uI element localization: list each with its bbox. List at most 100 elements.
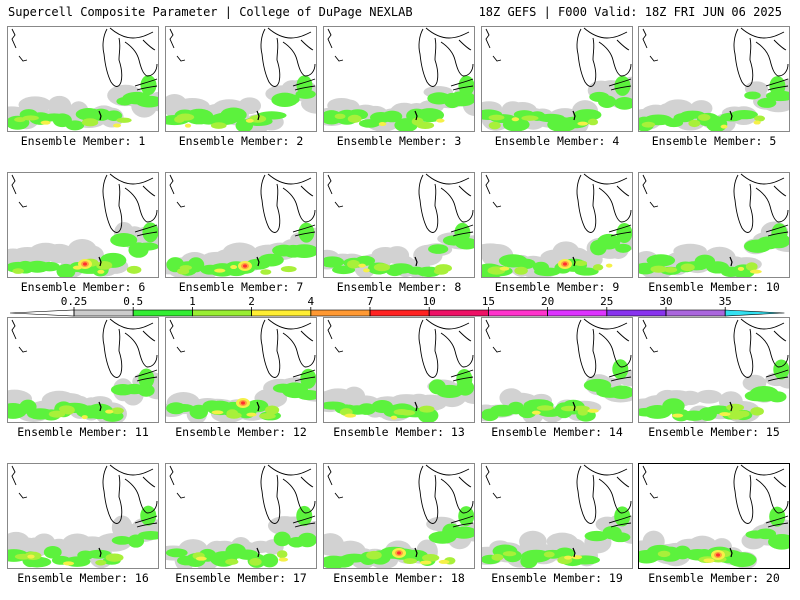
ensemble-panel-19[interactable] <box>481 463 633 569</box>
lake-outline <box>450 515 474 528</box>
scp-moderate-shading <box>366 550 456 565</box>
scp-green-shading <box>638 76 790 132</box>
lake-outline <box>733 173 789 233</box>
ensemble-panel-1[interactable] <box>7 26 159 132</box>
scp-high-shading <box>238 261 252 271</box>
ensemble-panel-12[interactable] <box>165 317 317 423</box>
legend-swatch <box>547 309 608 317</box>
ensemble-member-label: Ensemble Member: 8 <box>336 280 462 294</box>
ensemble-member-label: Ensemble Member: 10 <box>648 280 780 294</box>
scp-moderate-shading <box>14 551 124 566</box>
legend-tick-label: 30 <box>659 295 672 308</box>
ensemble-panel-10[interactable] <box>638 172 790 278</box>
lake-outline <box>102 27 158 87</box>
scp-high-shading <box>78 259 92 269</box>
ensemble-panel-2[interactable] <box>165 26 317 132</box>
scp-map <box>323 173 475 278</box>
ensemble-panel-13[interactable] <box>323 317 475 423</box>
legend-tick-label: 15 <box>482 295 495 308</box>
lake-outline <box>260 318 316 378</box>
ensemble-panel-15[interactable] <box>638 317 790 423</box>
coast-outline <box>169 465 186 499</box>
legend-swatch <box>310 309 371 317</box>
ensemble-panel-14[interactable] <box>481 317 633 423</box>
map-marker <box>98 547 102 558</box>
ensemble-panel-3[interactable] <box>323 26 475 132</box>
scp-high-shading <box>392 548 406 558</box>
page-title: Supercell Composite Parameter | College … <box>8 5 413 19</box>
coast-outline <box>642 28 659 62</box>
scp-high-shading <box>558 259 572 269</box>
ensemble-member-label: Ensemble Member: 3 <box>336 134 462 148</box>
scp-map <box>7 318 159 423</box>
map-marker <box>98 110 102 121</box>
lake-outline <box>292 515 316 528</box>
map-marker <box>256 547 260 558</box>
ensemble-member-label: Ensemble Member: 20 <box>648 571 780 585</box>
legend-underflow <box>10 309 75 317</box>
lake-outline <box>292 224 316 237</box>
scp-moderate-shading <box>347 259 452 275</box>
coast-outline <box>642 174 659 208</box>
legend-swatch <box>73 309 134 317</box>
map-marker <box>729 401 733 412</box>
map-marker <box>729 110 733 121</box>
scp-map <box>165 27 317 132</box>
coast-outline <box>11 465 28 499</box>
ensemble-panel-7[interactable] <box>165 172 317 278</box>
scp-map <box>7 464 159 569</box>
scp-map <box>638 318 790 423</box>
scp-map <box>7 27 159 131</box>
map-marker <box>98 256 102 267</box>
ensemble-panel-16[interactable] <box>7 463 159 569</box>
ensemble-member-label: Ensemble Member: 11 <box>17 425 149 439</box>
legend-tick-label: 7 <box>367 295 374 308</box>
scp-moderate-shading <box>339 405 435 420</box>
scp-moderate-shading <box>48 405 124 420</box>
legend-swatch <box>369 309 430 317</box>
lake-outline <box>450 369 474 382</box>
scp-map <box>323 27 475 132</box>
lake-outline <box>134 515 158 528</box>
ensemble-panel-18[interactable] <box>323 463 475 569</box>
map-marker <box>98 401 102 412</box>
ensemble-panel-11[interactable] <box>7 317 159 423</box>
legend-tick-label: 35 <box>719 295 732 308</box>
legend-tick-label: 1 <box>189 295 196 308</box>
ensemble-panel-4[interactable] <box>481 26 633 132</box>
legend-tick-label: 0.5 <box>123 295 143 308</box>
ensemble-panel-9[interactable] <box>481 172 633 278</box>
ensemble-panel-20[interactable] <box>638 463 790 569</box>
scp-map <box>638 464 790 569</box>
lake-outline <box>576 464 632 524</box>
map-marker <box>572 110 576 121</box>
lake-outline <box>260 464 316 524</box>
ensemble-panel-17[interactable] <box>165 463 317 569</box>
scp-map <box>165 318 317 423</box>
scp-moderate-shading <box>672 403 764 420</box>
scp-map <box>638 173 790 278</box>
ensemble-member-label: Ensemble Member: 16 <box>17 571 149 585</box>
scp-map <box>481 318 633 423</box>
scp-moderate-shading <box>334 113 445 130</box>
lake-outline <box>608 224 632 237</box>
map-marker <box>414 401 418 412</box>
scp-moderate-shading <box>491 551 583 565</box>
scp-map <box>323 318 475 423</box>
ensemble-member-label: Ensemble Member: 7 <box>178 280 304 294</box>
ensemble-panel-8[interactable] <box>323 172 475 278</box>
ensemble-member-label: Ensemble Member: 14 <box>491 425 623 439</box>
legend-tick-label: 25 <box>600 295 613 308</box>
scp-high-shading <box>236 398 250 408</box>
scp-green-shading <box>165 505 317 568</box>
legend-swatch <box>665 309 726 317</box>
lake-outline <box>608 78 632 91</box>
ensemble-panel-5[interactable] <box>638 26 790 132</box>
map-marker <box>414 256 418 267</box>
coast-outline <box>169 174 186 208</box>
lake-outline <box>733 27 789 87</box>
ensemble-member-label: Ensemble Member: 17 <box>175 571 307 585</box>
ensemble-panel-6[interactable] <box>7 172 159 278</box>
map-marker <box>414 547 418 558</box>
ensemble-member-label: Ensemble Member: 12 <box>175 425 307 439</box>
